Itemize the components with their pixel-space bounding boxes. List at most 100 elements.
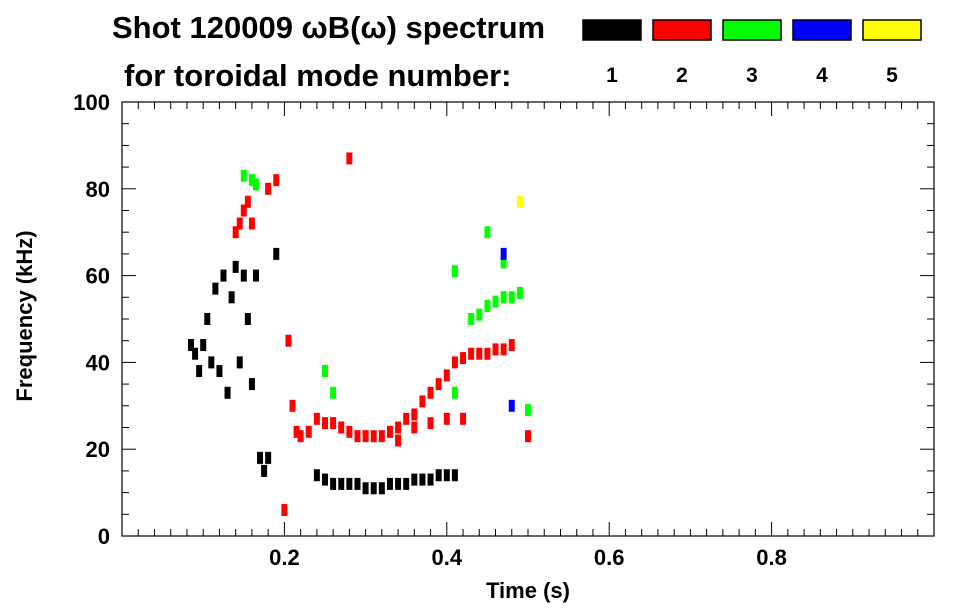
data-point xyxy=(386,425,393,438)
series-2 xyxy=(232,152,531,516)
legend-swatch-1 xyxy=(582,19,642,41)
x-tick-label: 0.8 xyxy=(756,545,787,570)
data-point xyxy=(346,477,353,490)
data-marks xyxy=(188,152,531,516)
data-point xyxy=(240,204,247,217)
data-point xyxy=(419,473,426,486)
y-tick-label: 20 xyxy=(86,437,110,462)
data-point xyxy=(330,477,337,490)
data-point xyxy=(516,286,523,299)
data-point xyxy=(476,308,483,321)
data-point xyxy=(322,365,328,378)
data-point xyxy=(265,451,272,464)
data-point xyxy=(285,334,292,347)
data-point xyxy=(525,404,531,417)
data-point xyxy=(435,469,442,482)
data-point xyxy=(354,430,361,443)
data-point xyxy=(305,425,312,438)
data-point xyxy=(240,169,247,182)
data-point xyxy=(411,421,418,434)
legend-swatch-2 xyxy=(652,19,712,41)
data-point xyxy=(228,291,235,304)
legend-label-4: 4 xyxy=(816,64,828,87)
data-point xyxy=(403,412,410,425)
data-point xyxy=(500,343,507,356)
data-point xyxy=(484,347,491,360)
data-point xyxy=(492,343,499,356)
data-point xyxy=(395,434,402,447)
data-point xyxy=(395,421,402,434)
axis-tick-labels: 0.2 0.4 0.6 0.8 0 20 40 60 80 100 xyxy=(73,90,787,570)
data-point xyxy=(427,473,434,486)
data-point xyxy=(212,282,219,295)
legend-swatch-3 xyxy=(722,19,782,41)
data-point xyxy=(427,417,434,430)
data-point xyxy=(451,386,458,399)
x-axis-title: Time (s) xyxy=(486,578,570,603)
data-point xyxy=(192,347,199,360)
data-point xyxy=(411,473,418,486)
data-point xyxy=(236,217,243,230)
y-tick-label: 40 xyxy=(86,350,110,375)
data-point xyxy=(476,347,483,360)
data-point xyxy=(508,339,515,352)
x-tick-label: 0.4 xyxy=(432,545,463,570)
data-point xyxy=(265,182,272,195)
data-point xyxy=(338,421,345,434)
data-point xyxy=(322,473,328,486)
y-tick-label: 100 xyxy=(73,90,110,115)
data-point xyxy=(346,425,353,438)
legend-label-2: 2 xyxy=(676,64,688,87)
data-point xyxy=(370,482,377,495)
data-point xyxy=(500,291,507,304)
data-point xyxy=(216,365,223,378)
data-point xyxy=(378,482,385,495)
data-point xyxy=(362,430,369,443)
data-point xyxy=(451,265,458,278)
series-4 xyxy=(500,247,515,412)
data-point xyxy=(460,352,467,365)
data-point xyxy=(248,378,255,391)
data-point xyxy=(419,395,426,408)
legend-swatch-4 xyxy=(792,19,852,41)
data-point xyxy=(468,313,475,325)
data-point xyxy=(297,430,304,443)
data-point xyxy=(403,477,410,490)
data-point xyxy=(273,247,280,260)
data-point xyxy=(370,430,377,443)
data-point xyxy=(257,451,264,464)
data-point xyxy=(236,356,243,369)
data-point xyxy=(484,299,491,312)
data-point xyxy=(492,295,499,308)
data-point xyxy=(240,269,247,282)
data-point xyxy=(484,226,491,239)
data-point xyxy=(244,195,251,208)
data-point xyxy=(508,291,515,304)
data-point xyxy=(451,469,458,482)
data-point xyxy=(313,412,320,425)
data-point xyxy=(252,269,259,282)
series-1 xyxy=(188,247,458,495)
data-point xyxy=(196,365,203,378)
data-point xyxy=(200,339,207,352)
x-tick-label: 0.2 xyxy=(269,545,300,570)
data-point xyxy=(289,399,296,412)
data-point xyxy=(224,386,231,399)
data-point xyxy=(411,408,418,421)
legend-label-3: 3 xyxy=(746,64,758,87)
legend: 1 2 3 4 5 xyxy=(582,19,922,87)
data-point xyxy=(443,369,450,382)
legend-label-1: 1 xyxy=(606,64,618,87)
data-point xyxy=(500,256,507,269)
axis-ticks xyxy=(122,101,934,537)
data-point xyxy=(346,152,353,165)
data-point xyxy=(516,195,523,208)
y-tick-label: 0 xyxy=(98,524,110,549)
data-point xyxy=(395,477,402,490)
data-point xyxy=(378,430,385,443)
data-point xyxy=(322,417,328,430)
data-point xyxy=(232,226,239,239)
data-point xyxy=(220,269,227,282)
data-point xyxy=(232,260,239,273)
